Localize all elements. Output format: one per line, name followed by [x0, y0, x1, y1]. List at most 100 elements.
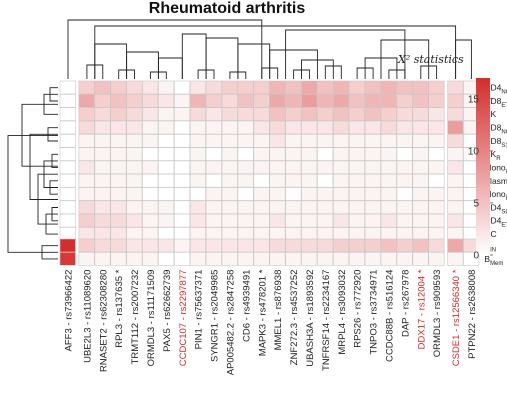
column-label: RPL3 - rs137635 *: [114, 269, 125, 347]
heatmap-cell: [94, 173, 111, 188]
heatmap-cell: [59, 238, 76, 253]
heatmap-cell: [253, 134, 270, 148]
dendrogram-link: [181, 33, 207, 79]
heatmap-cell: [110, 187, 127, 201]
heatmap-cell: [94, 213, 111, 228]
heatmap-cell: [269, 227, 286, 241]
dendrogram-link: [7, 135, 58, 253]
heatmap-cell: [110, 147, 127, 161]
heatmap-cell: [332, 80, 350, 95]
heatmap-cell: [285, 134, 302, 148]
heatmap-cell: [463, 252, 480, 266]
heatmap-cell: [364, 160, 381, 175]
heatmap-cell: [301, 107, 318, 121]
heatmap-cell: [380, 120, 397, 135]
heatmap-cell: [380, 94, 397, 108]
heatmap-cell: [174, 107, 191, 121]
heatmap-cell: [78, 227, 95, 241]
heatmap-cell: [142, 173, 159, 188]
column-dendrogram: [67, 19, 472, 79]
heatmap-cell: [94, 238, 111, 253]
heatmap-cell: [221, 134, 238, 148]
heatmap-cell: [332, 213, 350, 228]
heatmap-cell: [396, 187, 413, 201]
column-label: PIN1 - rs75637371: [194, 270, 205, 350]
heatmap-cell: [237, 187, 254, 201]
heatmap-cell: [205, 80, 222, 95]
heatmap-cell: [205, 134, 222, 148]
heatmap-cell: [110, 107, 127, 121]
heatmap-cell: [396, 147, 413, 161]
heatmap-cell: [269, 80, 286, 95]
heatmap-cell: [269, 160, 286, 175]
dendrogram-link: [67, 19, 263, 79]
heatmap-cell: [332, 200, 350, 215]
heatmap-cell: [269, 200, 286, 215]
heatmap-cell: [78, 160, 95, 175]
heatmap-cell: [380, 238, 397, 253]
heatmap-cell: [269, 147, 286, 161]
heatmap-cell: [285, 120, 302, 135]
heatmap-cell: [221, 238, 238, 253]
heatmap-cells: [59, 80, 480, 266]
heatmap-cell: [447, 120, 464, 135]
heatmap-cell: [189, 94, 206, 108]
heatmap-cell: [253, 213, 270, 228]
heatmap-cell: [59, 252, 76, 266]
heatmap-cell: [78, 134, 95, 148]
heatmap-cell: [59, 213, 76, 228]
heatmap-cell: [94, 160, 111, 175]
heatmap-cell: [317, 160, 334, 175]
heatmap-cell: [412, 213, 429, 228]
heatmap-cell: [364, 94, 381, 108]
heatmap-cell: [174, 160, 191, 175]
heatmap-cell: [126, 252, 143, 266]
heatmap-cell: [94, 187, 111, 201]
heatmap-cell: [126, 213, 143, 228]
heatmap-cell: [364, 187, 381, 201]
heatmap-cell: [332, 160, 350, 175]
heatmap-cell: [332, 94, 350, 108]
heatmap-cell: [126, 147, 143, 161]
heatmap-cell: [205, 227, 222, 241]
row-label: CD8ET: [484, 96, 507, 109]
heatmap-cell: [428, 107, 445, 121]
heatmap-cell: [221, 120, 238, 135]
heatmap-cell: [158, 200, 175, 215]
heatmap-cell: [158, 252, 175, 266]
heatmap-cell: [110, 94, 127, 108]
heatmap-cell: [269, 252, 286, 266]
heatmap-cell: [253, 147, 270, 161]
heatmap-cell: [396, 80, 413, 95]
dendrogram-link: [157, 57, 183, 79]
heatmap-cell: [317, 107, 334, 121]
legend-colorbar: [476, 78, 490, 255]
heatmap-cell: [447, 213, 464, 228]
heatmap-cell: [412, 173, 429, 188]
heatmap-cell: [348, 160, 366, 175]
heatmap-cell: [317, 173, 334, 188]
heatmap-cell: [78, 107, 95, 121]
heatmap-cell: [396, 227, 413, 241]
heatmap-cell: [189, 160, 206, 175]
heatmap-cell: [285, 160, 302, 175]
heatmap-cell: [110, 200, 127, 215]
heatmap-cell: [126, 227, 143, 241]
heatmap-cell: [174, 238, 191, 253]
row-label: CD4ET: [484, 216, 507, 229]
heatmap-cell: [94, 227, 111, 241]
heatmap-cell: [78, 213, 95, 228]
heatmap-cell: [253, 187, 270, 201]
heatmap-cell: [364, 213, 381, 228]
heatmap-cell: [301, 187, 318, 201]
heatmap-cell: [221, 107, 238, 121]
heatmap-cell: [237, 94, 254, 108]
heatmap-cell: [94, 120, 111, 135]
heatmap-cell: [364, 147, 381, 161]
heatmap-cell: [301, 160, 318, 175]
heatmap-cell: [110, 80, 127, 95]
heatmap-cell: [285, 227, 302, 241]
heatmap-cell: [396, 107, 413, 121]
heatmap-cell: [59, 120, 76, 135]
column-label: RPS26 - rs772920: [353, 270, 364, 348]
